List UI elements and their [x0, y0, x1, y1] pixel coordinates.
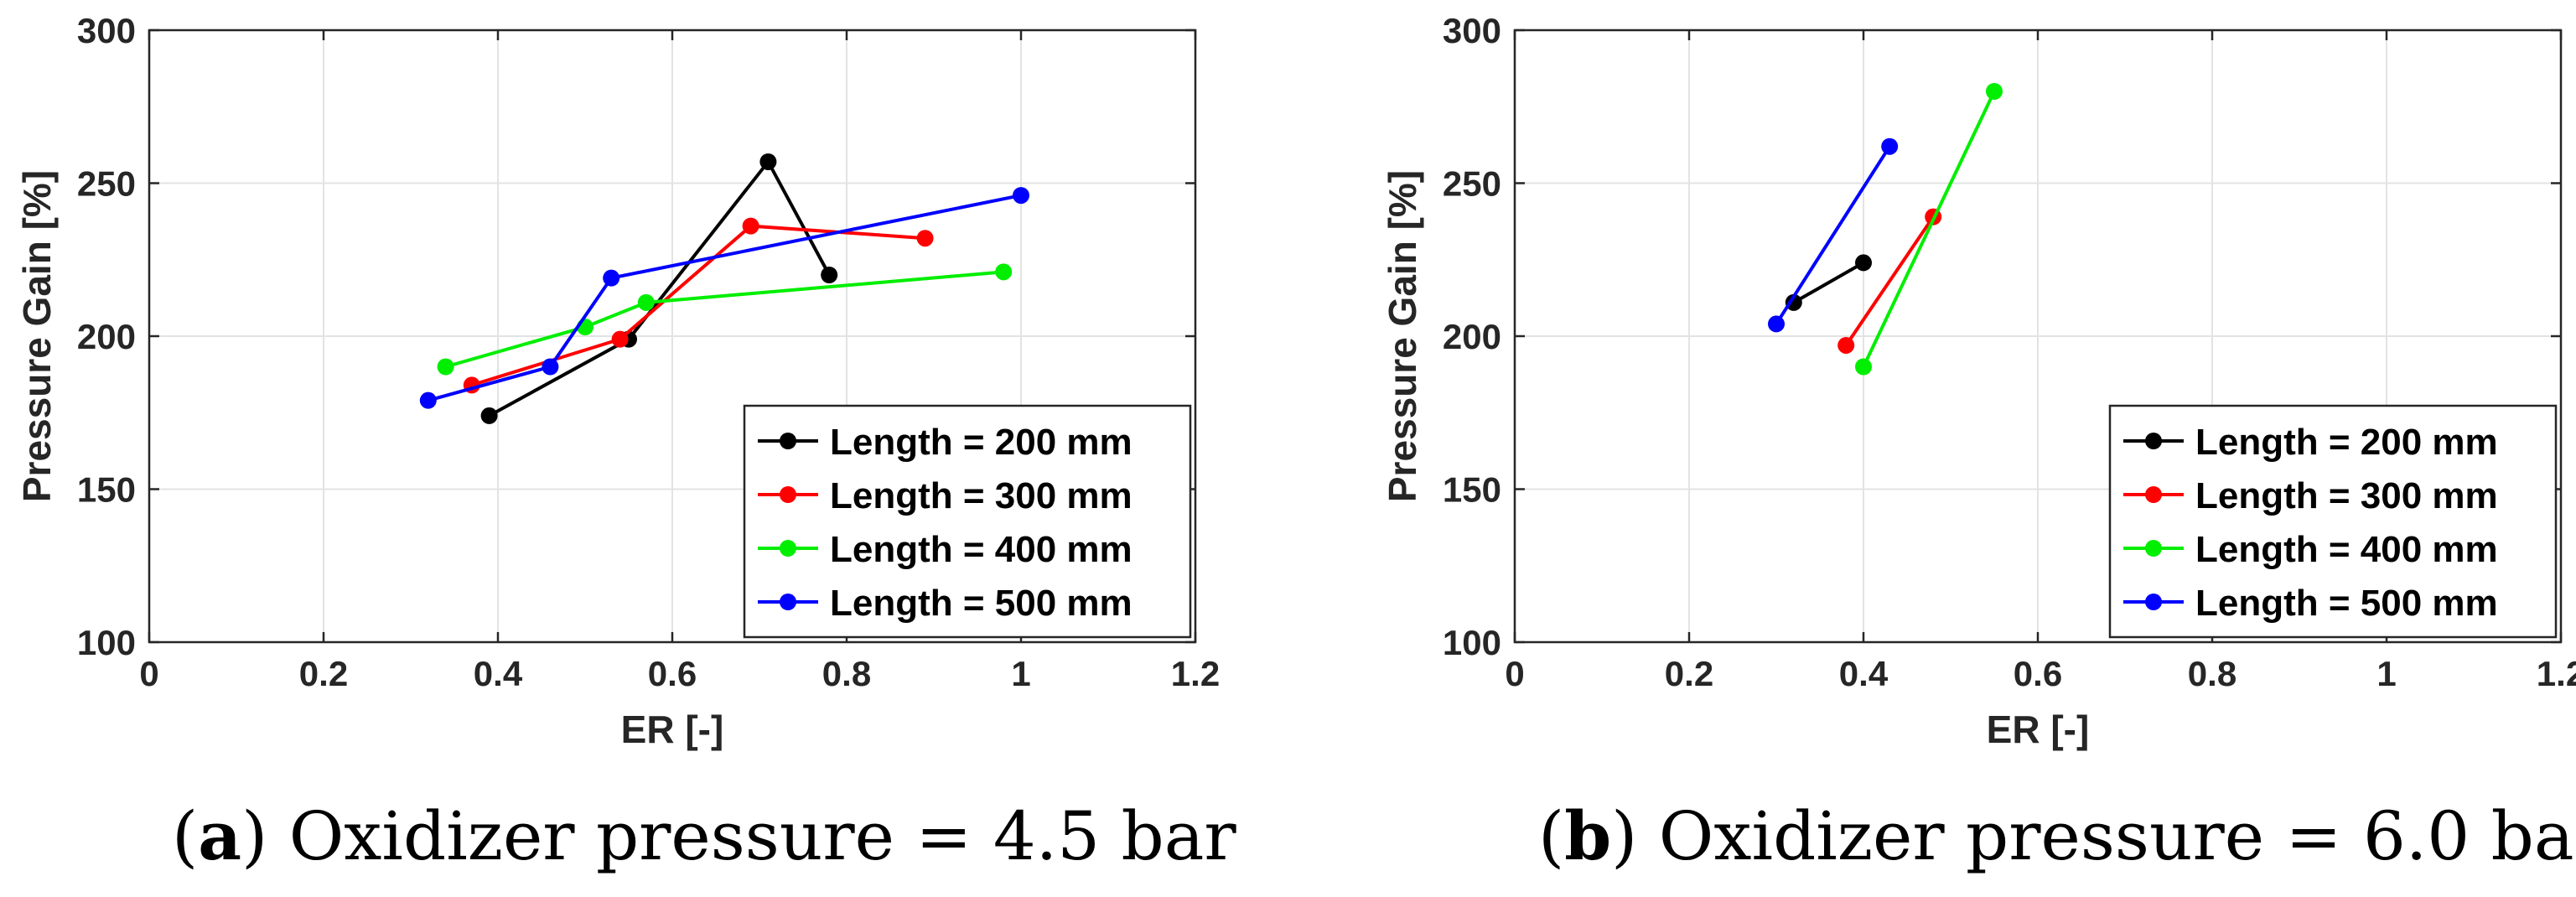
data-point: [742, 217, 759, 235]
series-line-1: [1792, 261, 1864, 304]
data-point: [1986, 83, 2003, 100]
x-tick-label: 0.8: [2188, 654, 2237, 693]
data-point: [1855, 358, 1872, 376]
x-axis-label: ER [-]: [1987, 708, 2090, 751]
x-tick-label: 1: [1011, 654, 1030, 693]
series-line-3: [445, 270, 1004, 369]
legend-marker: [780, 486, 796, 503]
legend-marker: [780, 594, 796, 610]
data-point: [995, 263, 1013, 281]
x-tick-label: 0.6: [2014, 654, 2062, 693]
y-tick-label: 100: [1443, 623, 1501, 662]
legend-label: Length = 200 mm: [2195, 422, 2498, 463]
series-line-4: [1775, 145, 1891, 325]
x-tick-label: 0.4: [1839, 654, 1889, 693]
x-tick-label: 0.4: [474, 654, 523, 693]
legend-marker: [2145, 486, 2162, 503]
caption-a-letter: a: [198, 796, 242, 875]
y-axis-label: Pressure Gain [%]: [1381, 170, 1424, 502]
data-point: [1768, 315, 1785, 333]
y-tick-label: 150: [77, 470, 136, 510]
data-point: [916, 230, 934, 247]
data-point: [637, 293, 655, 311]
legend-marker: [780, 433, 796, 449]
x-tick-label: 0: [139, 654, 158, 693]
legend: [743, 404, 1192, 639]
x-tick-label: 0: [1505, 654, 1524, 693]
x-tick-label: 1.2: [2537, 654, 2576, 693]
legend-label: Length = 200 mm: [830, 422, 1133, 463]
x-tick-label: 0.2: [299, 654, 348, 693]
series-line-1: [488, 158, 831, 417]
y-tick-label: 250: [1443, 164, 1501, 204]
data-point: [603, 269, 620, 287]
y-tick-label: 200: [77, 317, 136, 356]
y-tick-label: 300: [77, 11, 136, 50]
panel-b: 0 0.2 0.4 0.6 0.8 1 1.2 100 150 200 250 300 ER [-] Pr…: [1381, 11, 2576, 751]
data-point: [480, 407, 498, 424]
caption-b-text: ) Oxidizer pressure = 6.0 bar: [1611, 797, 2576, 875]
data-point: [1013, 187, 1029, 205]
x-tick-label: 1.2: [1171, 654, 1220, 693]
legend-label: Length = 300 mm: [830, 475, 1133, 516]
data-point: [1837, 336, 1855, 354]
legend: [2108, 404, 2558, 639]
data-point: [542, 358, 559, 376]
legend-marker: [2145, 594, 2162, 610]
x-tick-label: 1: [2376, 654, 2396, 693]
legend-label: Length = 500 mm: [830, 583, 1133, 624]
y-tick-label: 200: [1443, 317, 1501, 356]
caption-a-text: ) Oxidizer pressure = 4.5 bar: [241, 797, 1236, 875]
y-tick-label: 250: [77, 164, 136, 204]
series-line-4: [428, 194, 1022, 402]
legend-label: Length = 400 mm: [2195, 529, 2498, 570]
legend-marker: [2145, 433, 2162, 449]
series-line-3: [1862, 91, 1996, 368]
series-line-2: [1844, 215, 1935, 347]
legend-label: Length = 300 mm: [2195, 475, 2498, 516]
x-tick-label: 0.2: [1665, 654, 1713, 693]
legend-marker: [780, 540, 796, 557]
data-point: [821, 267, 838, 283]
x-axis-label: ER [-]: [621, 708, 724, 751]
data-point: [419, 391, 437, 409]
data-point: [437, 358, 454, 376]
caption-b-letter: b: [1564, 796, 1612, 875]
y-tick-label: 300: [1443, 11, 1501, 50]
y-tick-label: 100: [77, 623, 136, 662]
x-tick-label: 0.8: [822, 654, 871, 693]
legend-marker: [2145, 540, 2162, 557]
data-point: [611, 330, 629, 348]
legend-label: Length = 400 mm: [830, 529, 1133, 570]
caption-b: (b) Oxidizer pressure = 6.0 bar: [1538, 796, 2576, 875]
caption-a: (a) Oxidizer pressure = 4.5 bar: [172, 796, 1236, 875]
legend-label: Length = 500 mm: [2195, 583, 2498, 624]
panel-a: 0 0.2 0.4 0.6 0.8 1 1.2 100 150 200 250 300 ER [-] Pr…: [15, 11, 1220, 751]
y-axis-label: Pressure Gain [%]: [15, 170, 59, 502]
data-point: [1881, 137, 1899, 155]
x-tick-label: 0.6: [648, 654, 697, 693]
data-point: [1855, 254, 1872, 272]
y-tick-label: 150: [1443, 470, 1501, 510]
data-point: [759, 153, 777, 170]
data-point: [1785, 293, 1802, 311]
